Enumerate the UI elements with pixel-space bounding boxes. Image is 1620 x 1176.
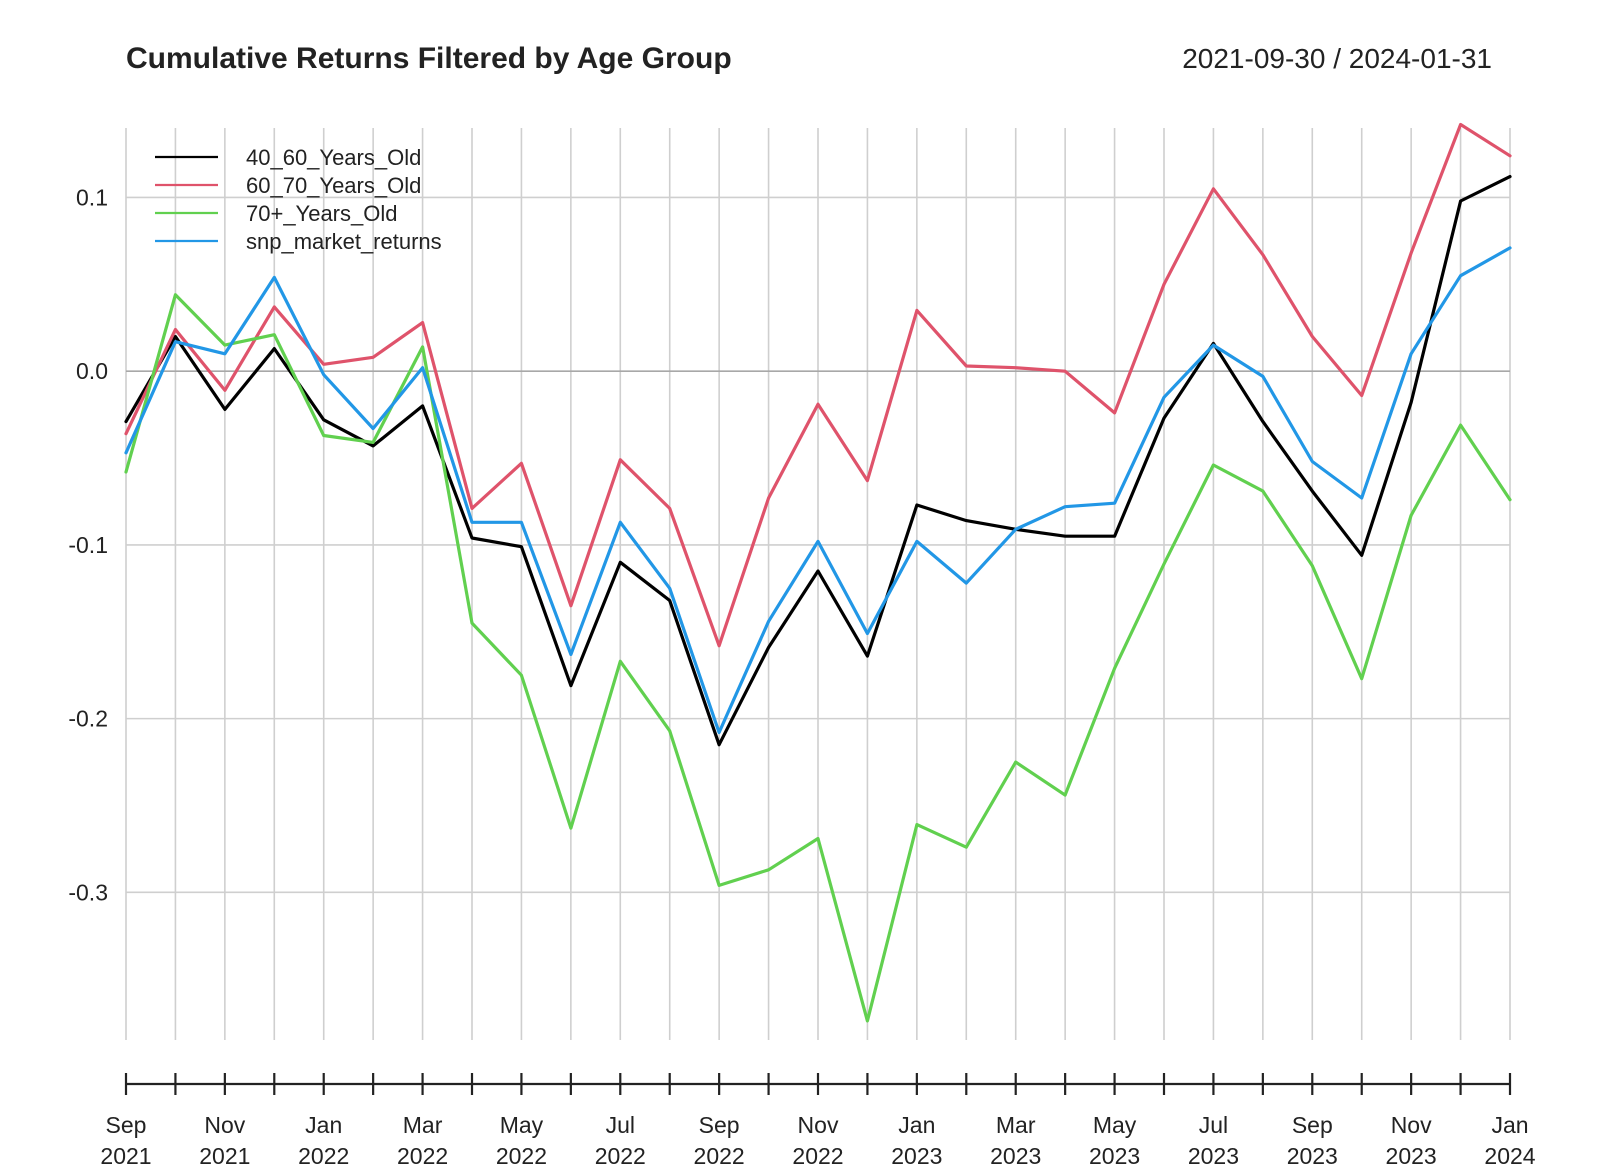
x-tick-month: Nov	[204, 1112, 245, 1138]
x-tick-month: Sep	[699, 1112, 740, 1138]
legend-label: snp_market_returns	[246, 229, 442, 254]
x-tick-year: 2022	[496, 1143, 547, 1169]
x-tick-month: Mar	[996, 1112, 1036, 1138]
x-tick-month: Nov	[798, 1112, 839, 1138]
x-tick-year: 2022	[298, 1143, 349, 1169]
x-tick-month: Jan	[898, 1112, 935, 1138]
x-tick-month: Jul	[606, 1112, 635, 1138]
series-layer	[124, 122, 1512, 1023]
legend-label: 60_70_Years_Old	[246, 173, 421, 198]
series-line-snp_market_returns	[124, 246, 1512, 735]
x-tick-month: Jan	[305, 1112, 342, 1138]
x-tick-month: Nov	[1391, 1112, 1432, 1138]
x-tick-year: 2022	[397, 1143, 448, 1169]
legend-label: 40_60_Years_Old	[246, 145, 421, 170]
series-line-40_60_Years_Old	[124, 175, 1512, 747]
x-tick-year: 2022	[694, 1143, 745, 1169]
x-tick-year: 2023	[891, 1143, 942, 1169]
chart-title: Cumulative Returns Filtered by Age Group	[126, 42, 732, 75]
x-tick-month: Jul	[1199, 1112, 1228, 1138]
date-range-label: 2021-09-30 / 2024-01-31	[1182, 43, 1492, 74]
series-line-60_70_Years_Old	[124, 122, 1512, 648]
y-tick-label: 0.0	[76, 358, 108, 384]
x-tick-year: 2023	[1188, 1143, 1239, 1169]
y-tick-label: 0.1	[76, 184, 108, 210]
x-tick-year: 2023	[990, 1143, 1041, 1169]
x-tick-year: 2021	[100, 1143, 151, 1169]
x-tick-year: 2021	[199, 1143, 250, 1169]
legend: 40_60_Years_Old 60_70_Years_Old 70+_Years_…	[155, 145, 442, 254]
x-axis: Sep 2021 Nov 2021 Jan 2022 Mar 2022 May 2022 Jul 20…	[100, 1073, 1536, 1169]
series-line-70+_Years_Old	[124, 293, 1512, 1023]
x-tick-year: 2023	[1089, 1143, 1140, 1169]
x-tick-month: Mar	[403, 1112, 443, 1138]
x-tick-month: Jan	[1491, 1112, 1528, 1138]
x-tick-year: 2022	[595, 1143, 646, 1169]
x-tick-year: 2023	[1287, 1143, 1338, 1169]
y-tick-label: -0.1	[68, 532, 108, 558]
x-tick-month: Sep	[106, 1112, 147, 1138]
x-tick-month: Sep	[1292, 1112, 1333, 1138]
x-tick-year: 2022	[792, 1143, 843, 1169]
x-tick-month: May	[500, 1112, 544, 1138]
x-tick-year: 2023	[1386, 1143, 1437, 1169]
x-tick-month: May	[1093, 1112, 1137, 1138]
x-tick-year: 2024	[1484, 1143, 1535, 1169]
legend-label: 70+_Years_Old	[246, 201, 397, 226]
y-tick-label: -0.3	[68, 879, 108, 905]
y-axis-labels: 0.1 0.0 -0.1 -0.2 -0.3	[68, 184, 108, 905]
y-tick-label: -0.2	[68, 706, 108, 732]
